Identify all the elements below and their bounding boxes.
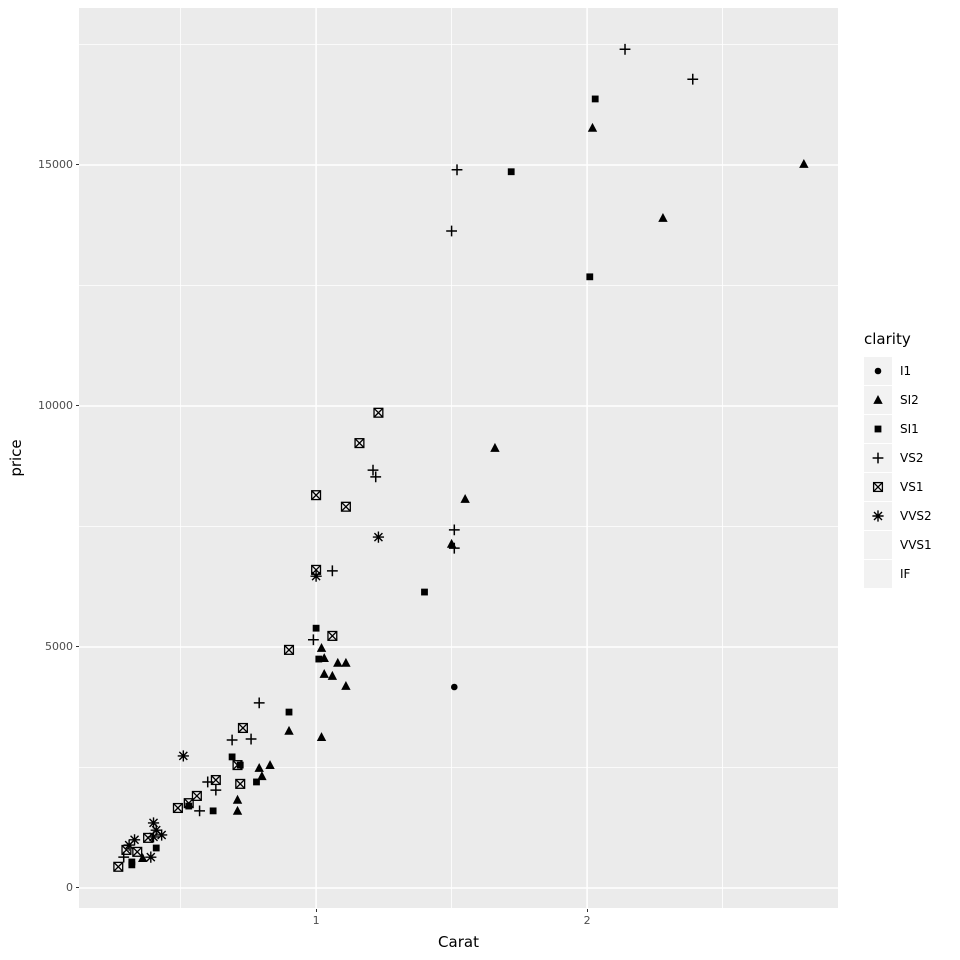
y-axis-title: price (7, 439, 25, 477)
legend-key-triangle-icon (864, 386, 892, 414)
series-VVS2 (123, 531, 385, 863)
legend-key-box-x-icon (864, 473, 892, 501)
legend-key-plus-icon (864, 444, 892, 472)
series-SI1 (128, 95, 599, 869)
legend-label: I1 (900, 364, 912, 378)
legend-title: clarity (864, 330, 911, 348)
series-SI2 (137, 122, 809, 863)
series-VS1 (113, 407, 384, 872)
legend-item-VS1: VS1 (864, 473, 932, 501)
legend-key-asterisk-icon (864, 502, 892, 530)
legend-key-square-icon (864, 415, 892, 443)
legend-item-IF: IF (864, 560, 932, 588)
legend-item-VS2: VS2 (864, 444, 932, 472)
y-tick-mark (76, 405, 79, 407)
y-tick-label: 10000 (38, 399, 73, 413)
legend-item-VVS2: VVS2 (864, 502, 932, 530)
y-tick-label: 0 (66, 881, 73, 895)
legend-item-SI1: SI1 (864, 415, 932, 443)
x-axis-title: Carat (438, 933, 479, 951)
series-I1 (450, 683, 458, 691)
y-tick-mark (76, 646, 79, 648)
y-tick-mark (76, 887, 79, 889)
legend-label: VS2 (900, 451, 924, 465)
legend-key-none-icon (864, 531, 892, 559)
x-tick-label: 1 (312, 914, 320, 927)
scatter-plot-canvas (79, 8, 838, 908)
plot-panel (79, 8, 838, 908)
legend-label: VVS2 (900, 509, 932, 523)
legend-key-circle-icon (864, 357, 892, 385)
legend-rows: I1 SI2 SI1 VS2 VS1 VVS2 VVS1 IF (864, 357, 932, 588)
legend-label: VS1 (900, 480, 924, 494)
x-tick-mark (586, 909, 588, 912)
x-tick-label: 2 (583, 914, 591, 927)
legend-label: SI1 (900, 422, 919, 436)
x-tick-mark (315, 909, 317, 912)
legend-key-none-icon (864, 560, 892, 588)
y-tick-label: 5000 (45, 640, 73, 654)
legend-label: VVS1 (900, 538, 932, 552)
legend-item-SI2: SI2 (864, 386, 932, 414)
legend-item-I1: I1 (864, 357, 932, 385)
legend-item-VVS1: VVS1 (864, 531, 932, 559)
legend-label: IF (900, 567, 911, 581)
series-VS2 (118, 43, 699, 863)
legend-label: SI2 (900, 393, 919, 407)
y-tick-mark (76, 164, 79, 166)
y-tick-label: 15000 (38, 158, 73, 172)
legend-clarity: clarity I1 SI2 SI1 VS2 VS1 VVS2 VVS1 IF (864, 330, 932, 589)
